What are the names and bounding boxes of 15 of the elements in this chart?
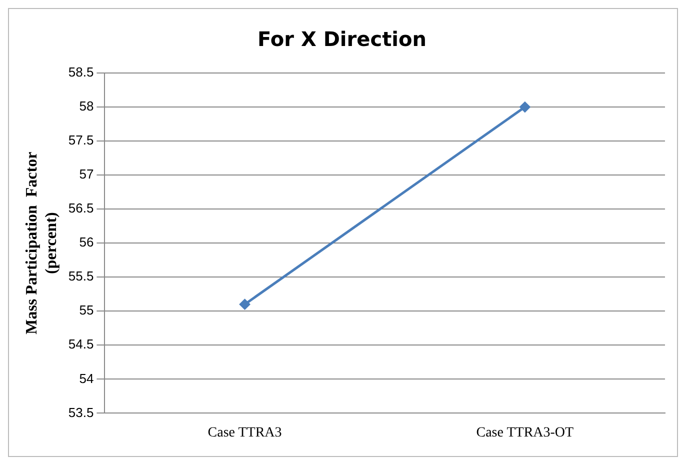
y-tick-label: 55.5: [68, 268, 94, 284]
y-tick-label: 57: [79, 166, 94, 182]
chart-title: For X Direction: [258, 27, 426, 52]
y-tick-label: 54.5: [68, 336, 94, 352]
y-tick-label: 55: [79, 302, 94, 318]
y-tick-label: 58.5: [68, 64, 94, 80]
y-axis-title: Mass Participation Factor (percent): [24, 152, 60, 334]
y-tick-label: 57.5: [68, 132, 94, 148]
y-tick-label: 53.5: [68, 404, 94, 420]
y-tick-label: 54: [79, 370, 94, 386]
y-tick-label: 56.5: [68, 200, 94, 216]
x-tick-label: Case TTRA3: [208, 425, 282, 440]
y-tick-label: 58: [79, 98, 94, 114]
x-tick-label: Case TTRA3-OT: [476, 425, 574, 440]
y-tick-label: 56: [79, 234, 94, 250]
